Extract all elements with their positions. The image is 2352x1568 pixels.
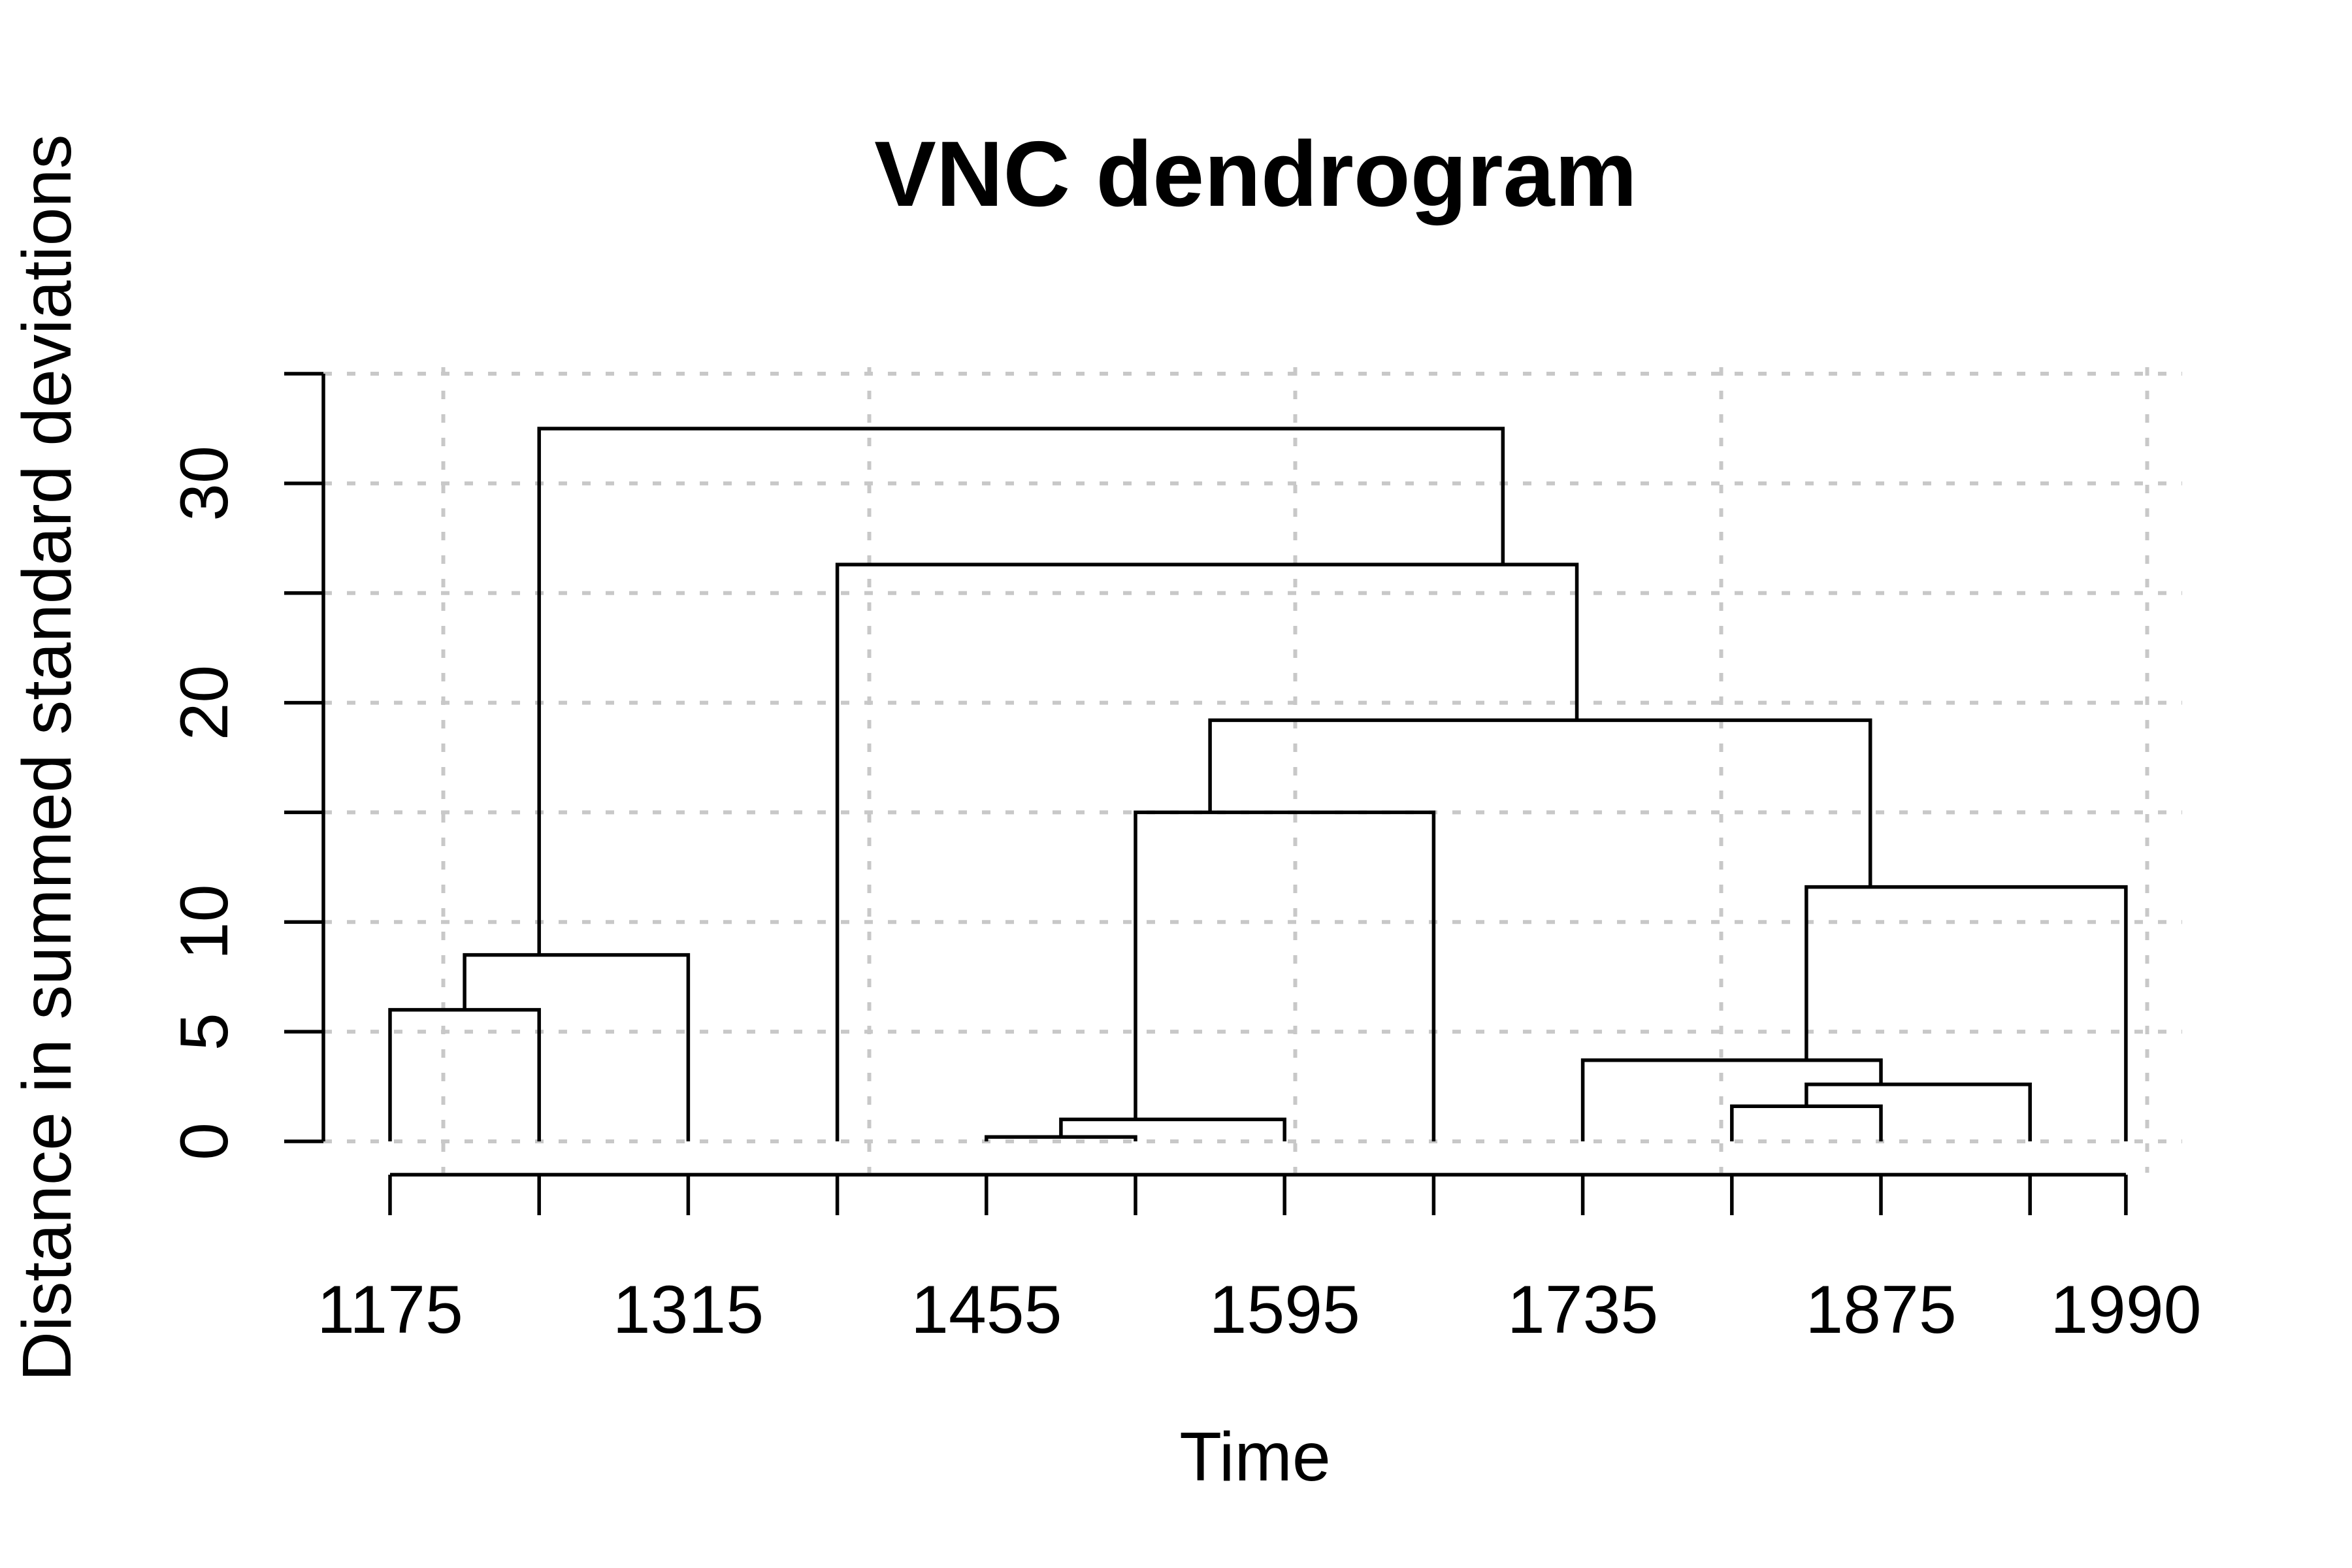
merge-link [1134,810,1436,1141]
merge-link [1730,1104,1883,1141]
axes: 0 5 10 20 30 1175 1315 1455 1595 1735 1875 1990 [167,372,2202,1348]
x-axis-title: Time [1179,1418,1331,1495]
merge-link [985,1135,1137,1141]
merge-link [1805,885,2128,1141]
merge-link [835,563,1579,1141]
y-tick-label: 20 [167,665,242,741]
merge-link [388,1007,541,1141]
y-tick-label: 0 [167,1122,242,1160]
x-tick-label: 1875 [1805,1272,1956,1348]
gridlines [323,367,2182,1173]
y-axis-title: Distance in summed standard deviations [8,135,86,1382]
y-tick-label: 5 [167,1013,242,1051]
x-tick-label: 1990 [2050,1272,2201,1348]
x-tick-label: 1455 [911,1272,1062,1348]
merge-link [537,427,1505,955]
chart-title: VNC dendrogram [874,122,1637,226]
y-tick-label: 10 [167,884,242,960]
merge-link [1805,1082,2032,1141]
merge-link [1208,718,1872,887]
x-tick-label: 1175 [317,1272,463,1348]
merge-link [463,953,691,1141]
x-tick-label: 1735 [1507,1272,1658,1348]
x-tick-label: 1315 [613,1272,764,1348]
y-tick-label: 30 [167,446,242,521]
merge-link [1059,1117,1286,1141]
dendrogram-tree [388,427,2128,1141]
merge-link [1580,1058,1883,1141]
x-tick-label: 1595 [1209,1272,1360,1348]
